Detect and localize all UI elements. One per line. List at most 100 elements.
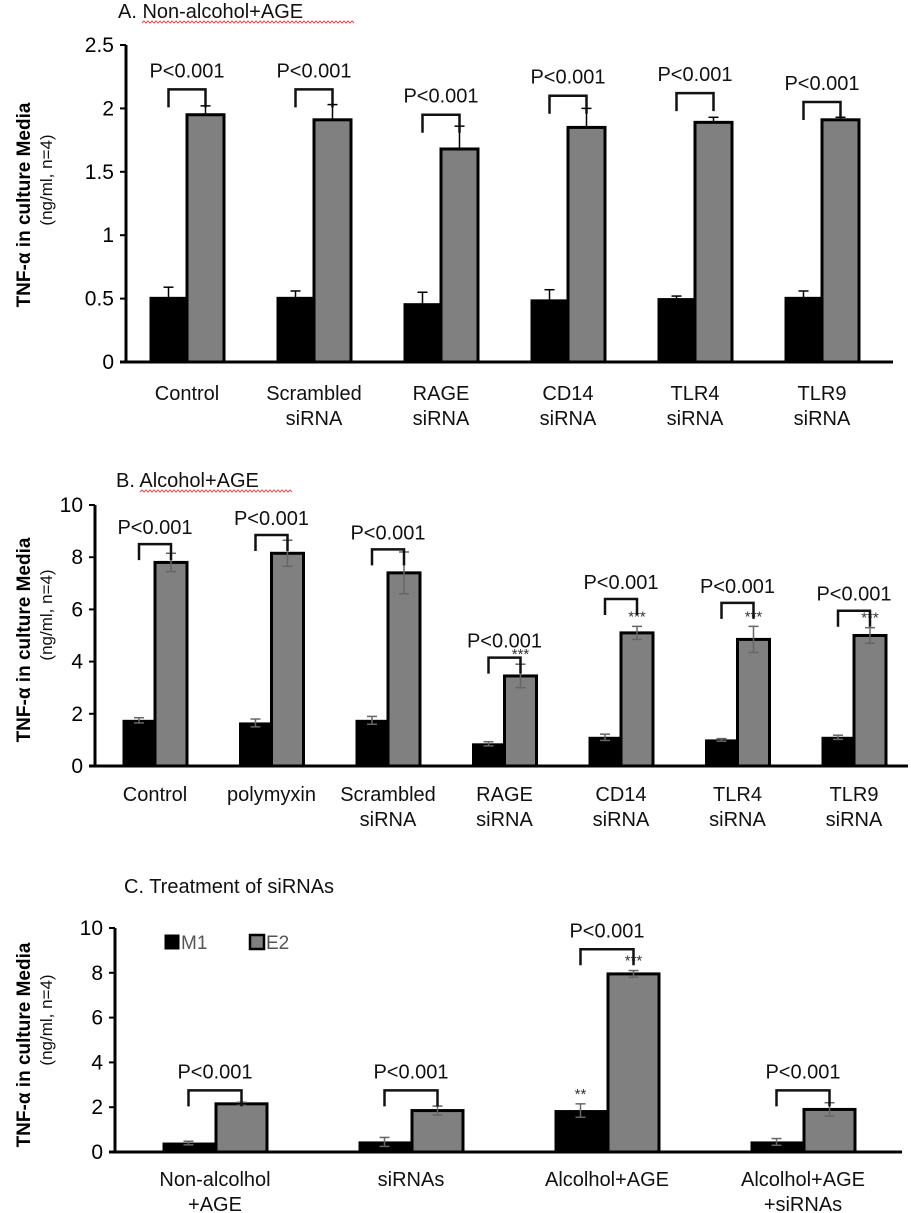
significance-bracket: [802, 100, 842, 121]
x-category-label: siRNA: [540, 408, 597, 430]
significance-bracket: [254, 533, 289, 552]
y-tick-label: 0.5: [85, 288, 114, 311]
bar-m1: [239, 722, 272, 767]
p-value-label: P<0.001: [467, 631, 542, 653]
legend-swatch-m1: [164, 934, 180, 950]
significance-marker: **: [575, 1086, 587, 1103]
p-value-label: P<0.001: [530, 67, 605, 89]
chart-panel-a: A. Non-alcohol+AGE TNF-α in culture Media…: [14, 1, 893, 430]
y-tick-label: 0: [91, 1141, 103, 1164]
p-value-label: P<0.001: [350, 522, 425, 544]
p-value-label: P<0.001: [657, 64, 732, 86]
y-tick-label: 1.5: [85, 161, 114, 184]
significance-marker: ***: [628, 608, 646, 625]
p-value-label: P<0.001: [569, 920, 644, 942]
bar-e2: [439, 147, 480, 364]
bar-m1: [657, 298, 696, 363]
significance-bracket: [383, 1089, 439, 1107]
spellcheck-underline: [141, 20, 355, 24]
p-value-label: P<0.001: [700, 576, 775, 598]
p-value-label: P<0.001: [403, 86, 478, 108]
chart-panel-b: B. Alcohol+AGE TNF-α in culture Media (ng/…: [14, 470, 908, 831]
bar-e2: [693, 120, 734, 364]
y-tick-label: 8: [91, 962, 103, 985]
bar-e2: [503, 674, 538, 768]
y-axis-label: TNF-α in culture Media: [14, 102, 35, 307]
x-category-label: RAGE: [476, 784, 533, 806]
significance-bracket: [421, 113, 461, 133]
y-tick-label: 2: [71, 703, 83, 726]
significance-bracket: [836, 609, 872, 627]
x-category-label: siRNA: [360, 809, 417, 831]
bar-e2: [820, 118, 861, 364]
y-tick-label: 4: [91, 1051, 103, 1074]
x-category-label: siRNA: [476, 809, 533, 831]
p-value-label: P<0.001: [117, 517, 192, 539]
x-category-label: CD14: [595, 784, 646, 806]
x-category-label: RAGE: [413, 383, 470, 405]
bar-m1: [821, 736, 855, 767]
bar-e2: [312, 118, 353, 364]
y-tick-label: 8: [71, 546, 83, 569]
y-tick-label: 0: [71, 755, 83, 778]
significance-bracket: [675, 91, 715, 112]
x-category-label: Control: [155, 383, 219, 405]
chart-title: A. Non-alcohol+AGE: [118, 1, 303, 23]
bar-e2: [185, 113, 226, 364]
y-axis-label: TNF-α in culture Media: [14, 942, 35, 1147]
p-value-label: P<0.001: [583, 572, 658, 594]
y-tick-label: 2: [91, 1096, 103, 1119]
significance-bracket: [775, 1089, 831, 1107]
y-tick-label: 10: [80, 917, 103, 940]
significance-bracket: [720, 601, 755, 619]
p-value-label: P<0.001: [816, 584, 891, 606]
p-value-label: P<0.001: [234, 508, 309, 530]
y-axis-label: TNF-α in culture Media: [14, 537, 35, 742]
bar-m1: [588, 736, 622, 767]
bar-e2: [606, 972, 661, 1154]
bar-m1: [530, 299, 569, 363]
bar-m1: [472, 743, 505, 767]
x-category-label: +AGE: [188, 1194, 242, 1213]
p-value-label: P<0.001: [149, 60, 224, 82]
x-category-label: TLR4: [671, 383, 720, 405]
p-value-label: P<0.001: [784, 73, 859, 95]
significance-bracket: [137, 542, 173, 561]
x-category-label: siRNA: [286, 408, 343, 430]
significance-bracket: [487, 656, 522, 674]
y-axis-sublabel: (ng/ml, n=4): [37, 134, 56, 225]
significance-bracket: [548, 94, 588, 114]
y-tick-label: 10: [60, 494, 83, 517]
x-category-label: siRNA: [709, 809, 766, 831]
x-category-label: CD14: [542, 383, 593, 405]
spellcheck-underline: [139, 489, 293, 493]
legend-label-m1: M1: [181, 933, 207, 954]
x-category-label: Scrambled: [340, 784, 436, 806]
bar-e2: [802, 1107, 857, 1154]
bar-e2: [852, 634, 888, 768]
x-category-label: Scrambled: [266, 383, 362, 405]
p-value-label: P<0.001: [276, 60, 351, 82]
x-category-label: +siRNAs: [764, 1194, 842, 1213]
x-category-label: Control: [123, 784, 187, 806]
y-axis-sublabel: (ng/ml, n=4): [37, 974, 56, 1065]
significance-bracket: [187, 1089, 243, 1107]
y-tick-label: 4: [71, 651, 83, 674]
x-category-label: Non-alcolhol: [159, 1169, 270, 1191]
x-category-label: Alcolhol+AGE: [545, 1169, 669, 1191]
x-category-label: TLR9: [830, 784, 879, 806]
x-category-label: siRNA: [794, 408, 851, 430]
y-tick-label: 2: [102, 97, 114, 120]
bar-m1: [784, 296, 823, 363]
x-category-label: Alcolhol+AGE: [741, 1169, 865, 1191]
significance-bracket: [167, 88, 207, 108]
bar-m1: [122, 719, 156, 767]
y-tick-label: 6: [71, 598, 83, 621]
bar-m1: [276, 296, 315, 363]
bar-m1: [705, 739, 738, 767]
p-value-label: P<0.001: [765, 1061, 840, 1083]
bar-e2: [619, 631, 655, 768]
significance-bracket: [603, 597, 639, 615]
bar-e2: [270, 551, 305, 768]
